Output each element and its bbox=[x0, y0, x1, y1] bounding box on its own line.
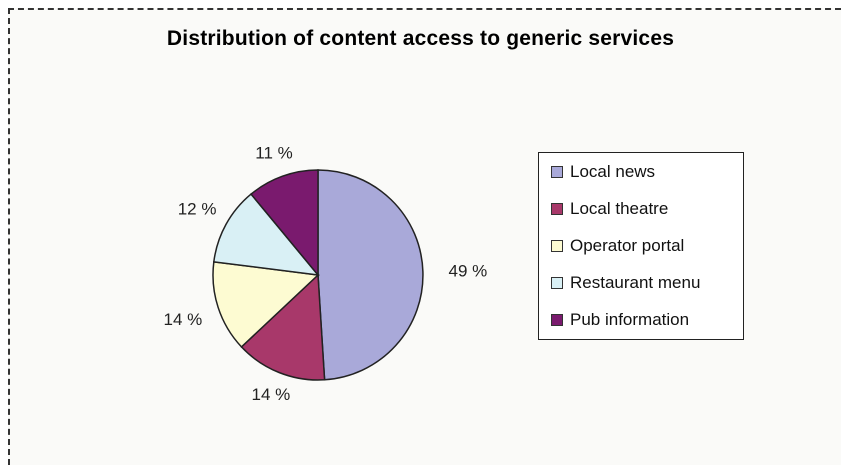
legend-item: Local theatre bbox=[551, 199, 668, 219]
legend-item: Restaurant menu bbox=[551, 273, 700, 293]
legend-label: Local theatre bbox=[570, 199, 669, 218]
pie-labels: 49 % 14 % 14 % 12 % 11 % bbox=[164, 144, 488, 404]
legend-item: Operator portal bbox=[551, 236, 684, 256]
legend-swatch-local-theatre bbox=[551, 203, 563, 215]
data-label-operator-portal: 14 % bbox=[164, 310, 203, 329]
legend-swatch-local-news bbox=[551, 166, 563, 178]
pie-slice-operator-portal bbox=[212, 261, 320, 348]
pie-slice-pub-information bbox=[250, 169, 319, 278]
pie-slices bbox=[212, 169, 424, 381]
pie-slice-local-news bbox=[317, 169, 424, 381]
data-label-local-news: 49 % bbox=[449, 261, 488, 280]
pie-slice-restaurant-menu bbox=[212, 193, 320, 276]
legend-swatch-restaurant-menu bbox=[551, 277, 563, 289]
legend-swatch-pub-information bbox=[551, 314, 563, 326]
legend-item: Local news bbox=[551, 162, 655, 182]
chart-title: Distribution of content access to generi… bbox=[166, 27, 675, 50]
data-label-restaurant-menu: 12 % bbox=[178, 200, 217, 219]
legend-swatch-operator-portal bbox=[551, 240, 563, 252]
legend-label: Pub information bbox=[570, 310, 690, 329]
pie-slice-local-theatre bbox=[240, 273, 326, 381]
legend-label: Restaurant menu bbox=[570, 273, 701, 292]
legend-label: Local news bbox=[570, 162, 656, 181]
legend-item: Pub information bbox=[551, 310, 689, 330]
legend: Local news Local theatre Operator portal… bbox=[538, 152, 744, 340]
data-label-pub-information: 11 % bbox=[255, 144, 293, 163]
data-label-local-theatre: 14 % bbox=[252, 385, 291, 404]
legend-label: Operator portal bbox=[570, 236, 685, 255]
